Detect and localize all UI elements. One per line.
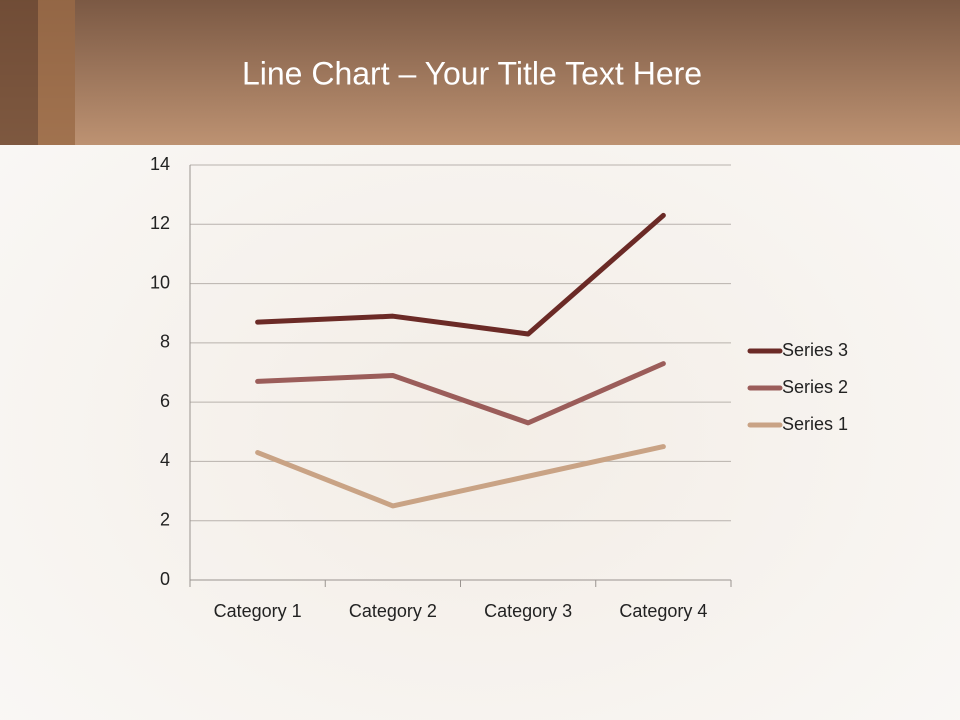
y-tick-label: 2 [160,509,170,529]
y-tick-label: 6 [160,391,170,411]
x-tick-label: Category 4 [619,601,707,621]
legend-label: Series 2 [782,377,848,397]
y-tick-label: 12 [150,213,170,233]
chart-title: Line Chart – Your Title Text Here [242,55,702,91]
y-tick-label: 8 [160,332,170,352]
header-stripe [0,0,38,145]
y-tick-label: 0 [160,569,170,589]
y-tick-label: 14 [150,154,170,174]
header-band [0,0,960,145]
y-tick-label: 10 [150,272,170,292]
x-tick-label: Category 2 [349,601,437,621]
x-tick-label: Category 1 [214,601,302,621]
header-stripe [38,0,75,145]
y-tick-label: 4 [160,450,170,470]
series-line [255,212,666,337]
series-line [255,361,666,426]
legend-label: Series 1 [782,414,848,434]
series-line [255,444,666,509]
legend-label: Series 3 [782,340,848,360]
x-tick-label: Category 3 [484,601,572,621]
